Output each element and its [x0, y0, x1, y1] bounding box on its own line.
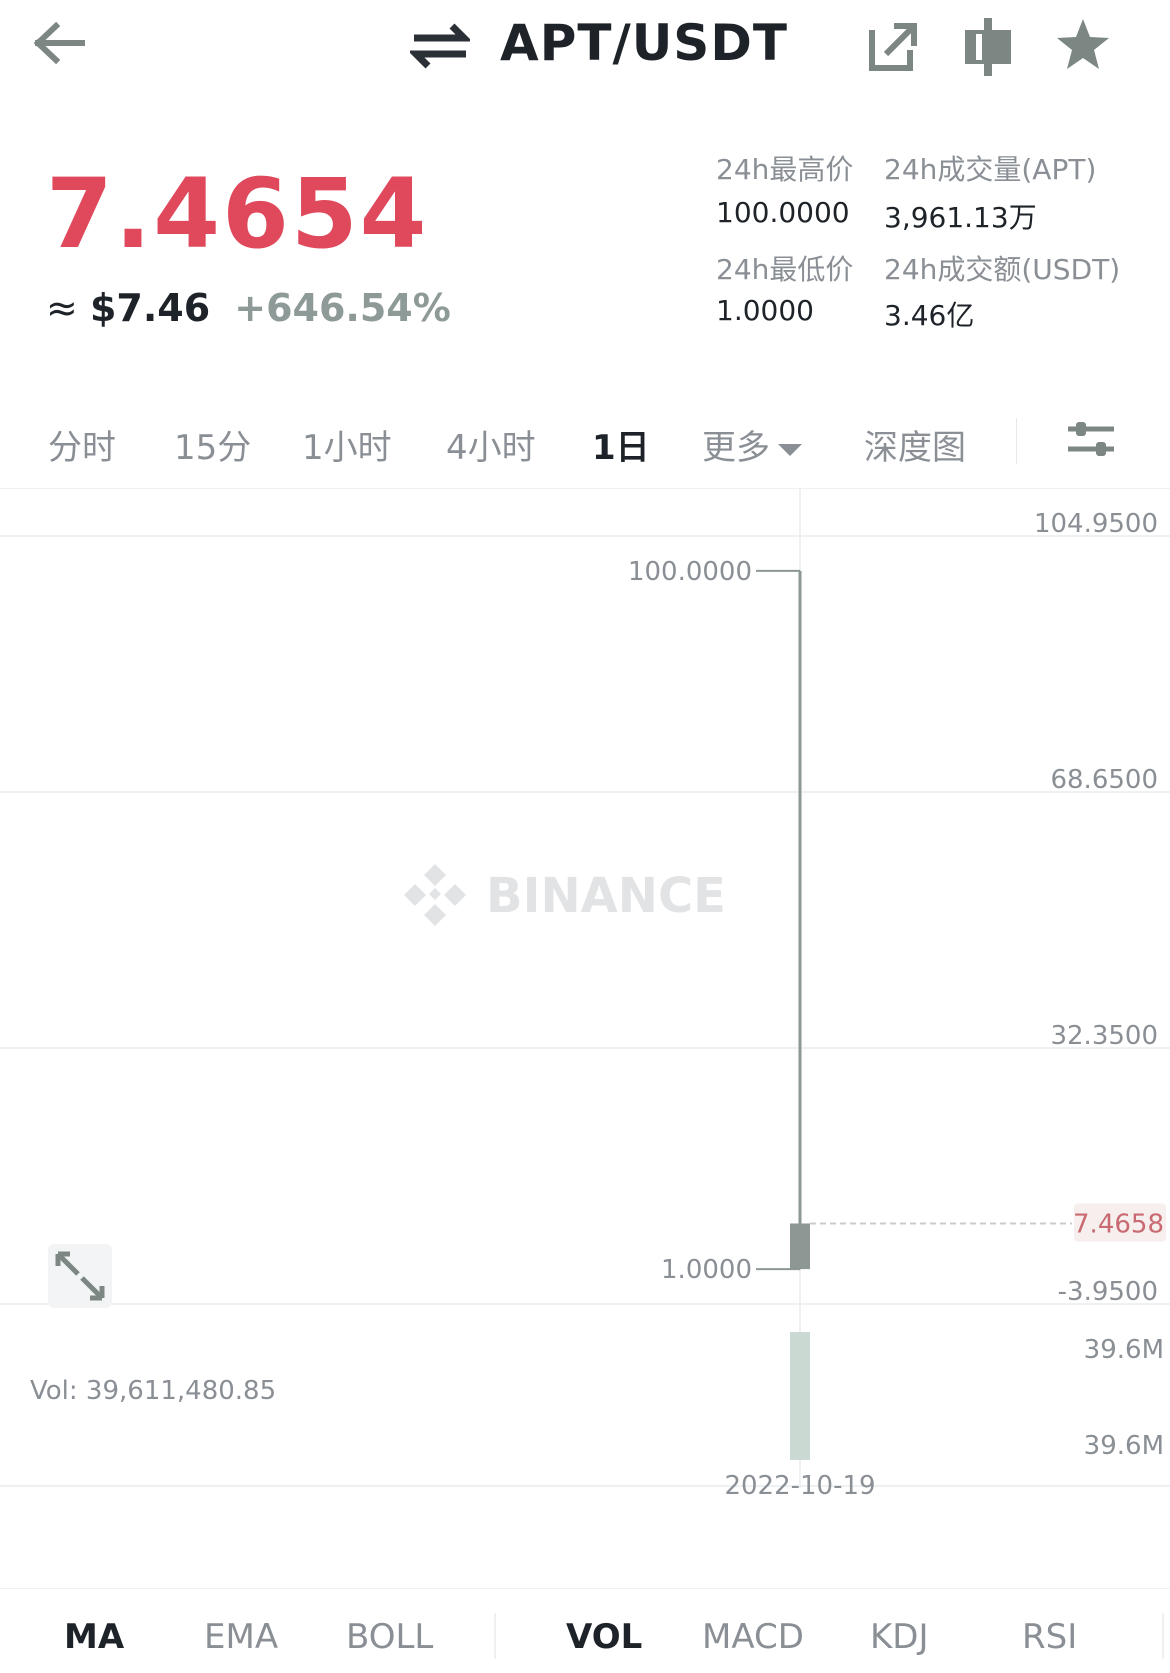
approx-symbol: ≈: [46, 286, 78, 330]
share-icon[interactable]: [868, 20, 918, 72]
tab-4h[interactable]: 4小时: [446, 428, 536, 468]
interval-tabs: 分时 15分 1小时 4小时 1日 更多 深度图: [0, 396, 1170, 489]
indicator-divider: [1162, 1613, 1164, 1659]
watermark-text: BINANCE: [486, 868, 726, 924]
tab-more-label: 更多: [702, 428, 770, 468]
price-tick-label: 68.6500: [1050, 765, 1158, 795]
back-arrow-icon[interactable]: [30, 18, 90, 68]
tab-1d[interactable]: 1日: [592, 428, 650, 468]
amount-value: 3.46亿: [884, 299, 975, 332]
volume-bar: [790, 1332, 810, 1460]
tab-depth-chart[interactable]: 深度图: [864, 428, 966, 468]
indicator-rsi[interactable]: RSI: [1022, 1617, 1078, 1657]
tab-more[interactable]: 更多: [702, 420, 802, 469]
amount-label: 24h成交额(USDT): [884, 253, 1121, 286]
price-axis: 104.9500 68.6500 32.3500 -3.9500: [1034, 509, 1158, 1307]
indicator-divider: [494, 1613, 496, 1659]
indicator-ma[interactable]: MA: [64, 1617, 125, 1657]
low-label: 24h最低价: [716, 253, 854, 286]
volume-tick-label: 39.6M: [1084, 1431, 1164, 1461]
price-tick-label: 32.3500: [1050, 1021, 1158, 1051]
high-label: 24h最高价: [716, 153, 854, 186]
volume-label: 24h成交量(APT): [884, 153, 1097, 186]
candle-body: [790, 1223, 810, 1270]
fullscreen-expand-icon[interactable]: [48, 1244, 112, 1308]
indicator-macd[interactable]: MACD: [702, 1617, 804, 1657]
x-axis-date: 2022-10-19: [724, 1471, 875, 1501]
pair-title[interactable]: APT/USDT: [500, 14, 788, 72]
indicator-vol[interactable]: VOL: [566, 1617, 643, 1657]
price-tick-label: 104.9500: [1034, 509, 1158, 539]
indicator-tabs: MA EMA BOLL VOL MACD KDJ RSI: [0, 1588, 1170, 1673]
settings-sliders-icon[interactable]: [1066, 414, 1116, 464]
star-icon[interactable]: [1054, 16, 1112, 74]
tab-15m[interactable]: 15分: [174, 428, 252, 468]
indicator-kdj[interactable]: KDJ: [870, 1617, 929, 1657]
volume-tick-label: 39.6M: [1084, 1335, 1164, 1365]
volume-bars: [790, 1332, 810, 1460]
tab-divider: [1016, 418, 1017, 464]
indicator-ema[interactable]: EMA: [204, 1617, 279, 1657]
fiat-price: $7.46: [89, 286, 211, 330]
caret-down-icon: [778, 443, 802, 456]
last-price: 7.4654: [46, 158, 429, 270]
swap-icon[interactable]: [407, 20, 473, 72]
low-annotation: 1.0000: [661, 1255, 752, 1285]
change-percent: +646.54%: [234, 286, 451, 330]
kline-chart[interactable]: 104.9500 68.6500 32.3500 -3.9500 100.0000 1.…: [0, 488, 1170, 1588]
fiat-approx: ≈ $7.46 +646.54%: [46, 286, 451, 330]
low-value: 1.0000: [716, 294, 814, 327]
binance-watermark: BINANCE: [400, 860, 780, 940]
volume-readout: Vol: 39,611,480.85: [30, 1376, 277, 1406]
price-tick-label: -3.9500: [1058, 1277, 1158, 1307]
tab-time-sharing[interactable]: 分时: [48, 428, 116, 468]
volume-value: 3,961.13万: [884, 201, 1037, 234]
candles: 100.0000 1.0000 7.4658: [628, 557, 1166, 1285]
candle-mode-icon[interactable]: [962, 16, 1014, 78]
volume-axis: 39.6M 39.6M: [1084, 1335, 1164, 1461]
high-annotation: 100.0000: [628, 557, 752, 587]
tab-1h[interactable]: 1小时: [302, 428, 392, 468]
indicator-boll[interactable]: BOLL: [346, 1617, 434, 1657]
last-price-label: 7.4658: [1073, 1209, 1164, 1239]
last-price-badge: [1074, 1203, 1166, 1242]
high-value: 100.0000: [716, 196, 850, 229]
